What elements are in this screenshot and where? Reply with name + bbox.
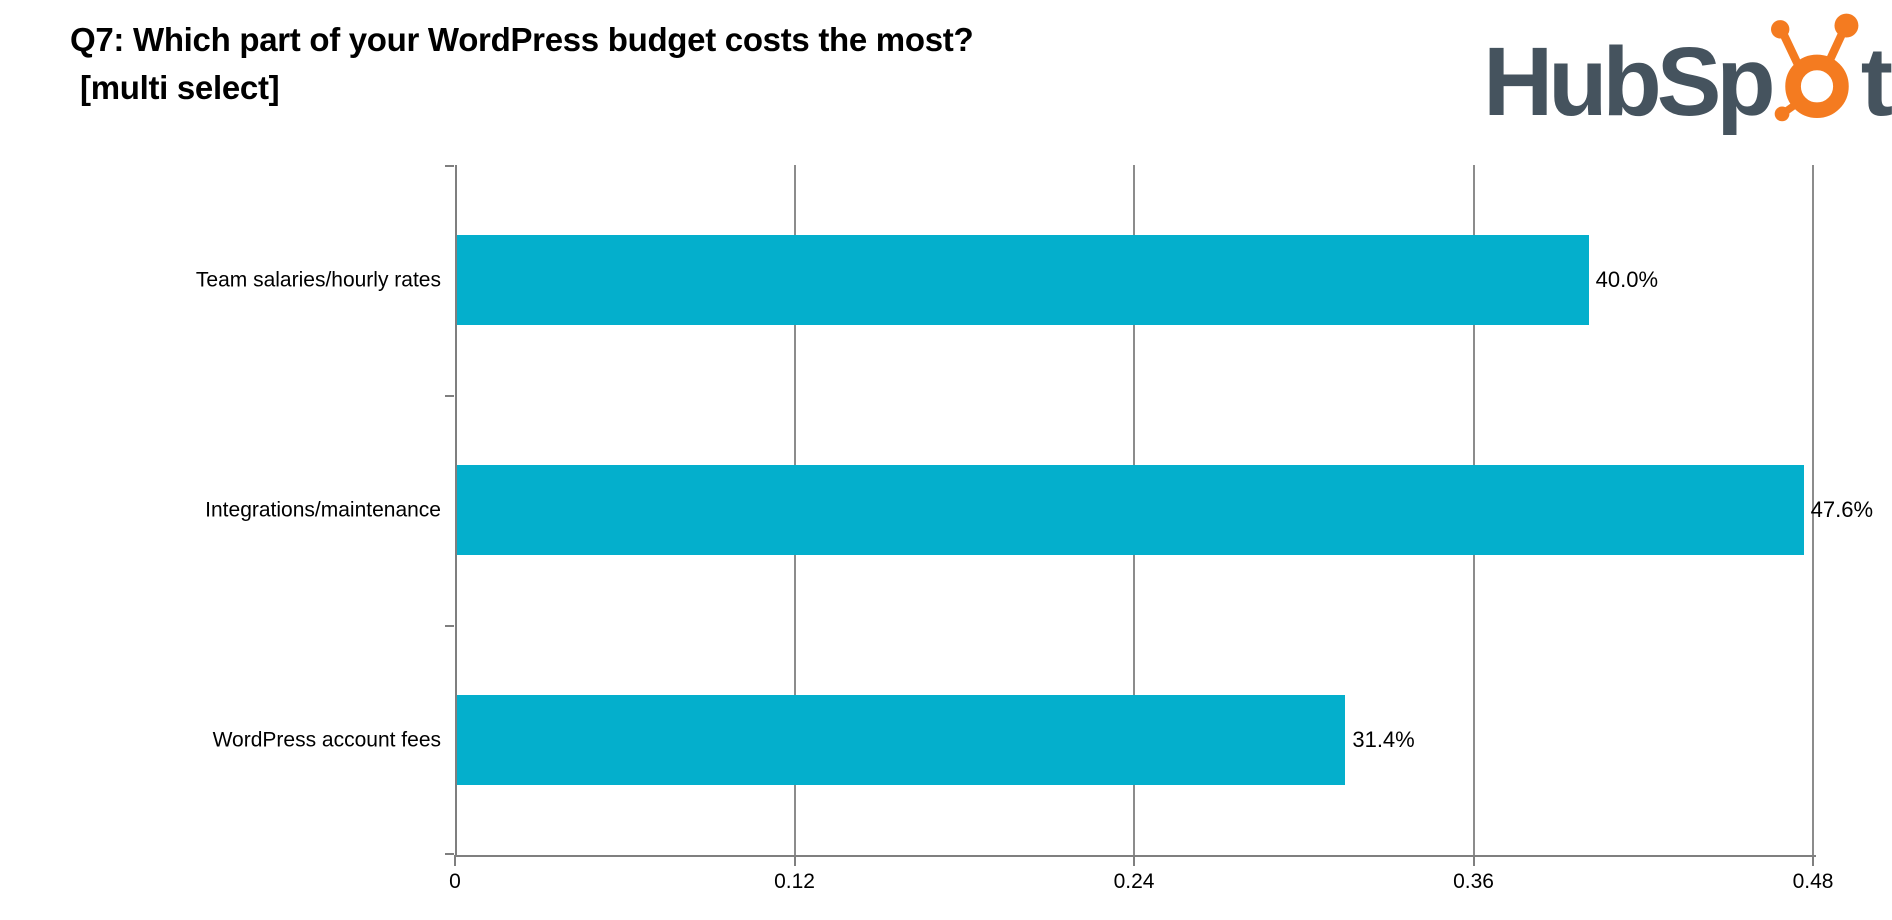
x-axis-tick — [1812, 857, 1814, 866]
x-axis-tick-label: 0.48 — [1792, 870, 1834, 893]
chart-title: Q7: Which part of your WordPress budget … — [70, 16, 974, 112]
hubspot-sprocket-icon — [1770, 13, 1859, 122]
y-axis-tick — [445, 395, 454, 397]
hubspot-logo-text-post: t — [1860, 27, 1892, 136]
x-axis-tick-label: 0 — [449, 870, 461, 893]
chart-title-line2: [multi select] — [80, 69, 280, 106]
chart-title-line1: Q7: Which part of your WordPress budget … — [70, 21, 974, 58]
x-axis-tick — [793, 857, 796, 866]
category-label: Integrations/maintenance — [205, 498, 441, 522]
y-axis-line — [455, 165, 457, 855]
y-axis-tick — [445, 625, 454, 627]
x-axis-tick-label: 0.12 — [774, 870, 815, 893]
x-axis-tick-label: 0.36 — [1453, 870, 1494, 893]
category-label: Team salaries/hourly rates — [195, 268, 441, 292]
hubspot-logo: HubSp t — [1483, 6, 1892, 130]
x-axis-tick — [454, 857, 456, 866]
x-axis-line — [454, 855, 1816, 857]
y-axis-tick — [445, 165, 454, 167]
bar-integrations-maintenance — [457, 465, 1804, 555]
x-axis-tick — [1133, 857, 1135, 866]
bar-value-label: 47.6% — [1810, 497, 1874, 522]
bar-team-salaries-hourly-rates — [457, 235, 1589, 325]
bar-value-label: 40.0% — [1595, 267, 1659, 292]
bar-wordpress-account-fees — [457, 695, 1346, 785]
y-axis-tick — [445, 853, 454, 855]
category-label: WordPress account fees — [212, 728, 441, 752]
hubspot-logo-text-pre: HubSp — [1483, 27, 1776, 136]
x-axis-tick — [1472, 857, 1475, 866]
plot-area: 0 0.12 0.24 0.36 0.48 40.0% Team salaries/hour… — [196, 165, 1873, 892]
x-axis-tick-label: 0.24 — [1113, 870, 1155, 893]
gridline — [1812, 165, 1814, 855]
bar-value-label: 31.4% — [1352, 727, 1415, 752]
